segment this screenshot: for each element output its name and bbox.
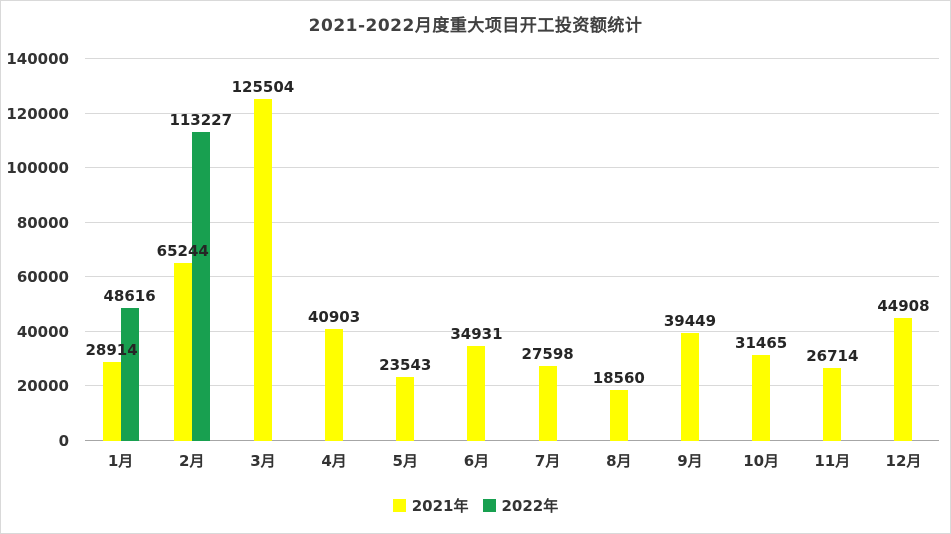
bar-2021年-3月: 125504: [232, 78, 294, 441]
x-tick-label-7月: 7月: [534, 452, 561, 470]
bar-2021年-7月: 27598: [522, 345, 574, 441]
bar-group-7月: 27598: [512, 59, 583, 441]
legend: 2021年 2022年: [1, 495, 950, 516]
bar-2021年-9月: 39449: [664, 312, 716, 441]
gridlines: [85, 58, 939, 441]
x-tick-label-8月: 8月: [606, 452, 632, 470]
bar-2021年-4月: 40903: [308, 308, 360, 441]
bar-value-label: 39449: [663, 312, 717, 331]
legend-swatch-2021年: [392, 499, 406, 512]
bar-2021年-12月: 44908: [877, 297, 930, 441]
bar-group-6月: 34931: [441, 59, 512, 441]
x-tick-label-11月: 11月: [814, 452, 851, 470]
x-tick-label-9月: 9月: [677, 452, 703, 470]
bar-2021年-5月: 23543: [379, 356, 431, 441]
y-tick-label: 80000: [16, 213, 69, 232]
legend-item-2021年: 2021年: [392, 495, 469, 516]
gridline: [85, 112, 939, 114]
y-tick-label: 140000: [6, 50, 69, 68]
bars-layer: 28914 48616 65244 113227 125504 40903 23543 349…: [85, 59, 939, 441]
bar-group-10月: 31465: [726, 59, 797, 441]
y-tick-label: 60000: [16, 268, 69, 287]
x-tick-label-1月: 1月: [107, 452, 134, 470]
chart-title: 2021-2022月度重大项目开工投资额统计: [308, 16, 643, 36]
bar-2021年-10月: 31465: [735, 334, 787, 441]
bar-value-label: 31465: [735, 334, 788, 353]
legend-swatch-2022年: [482, 499, 496, 512]
bar-value-label: 27598: [521, 344, 574, 363]
x-tick-label-6月: 6月: [463, 452, 490, 470]
gridline: [85, 58, 939, 59]
bar-group-12月: 44908: [868, 59, 939, 441]
bar-2021年-8月: 18560: [593, 369, 645, 441]
bar-group-5月: 23543: [370, 59, 441, 441]
bar-value-label: 28914: [85, 341, 138, 360]
bar-2021年-1月: 28914: [85, 341, 138, 441]
x-axis-line: [85, 440, 939, 441]
bar-group-8月: 18560: [583, 59, 654, 441]
bar-group-1月: 28914 48616: [85, 59, 156, 441]
plot-area: 28914 48616 65244 113227 125504 40903 23543 349…: [85, 58, 939, 441]
bar-2021年-6月: 34931: [450, 325, 503, 441]
x-tick-label-5月: 5月: [392, 452, 418, 470]
y-tick-label: 100000: [6, 159, 69, 178]
legend-item-2022年: 2022年: [482, 495, 559, 516]
gridline: [85, 276, 939, 278]
bar-2022年-2月: 113227: [169, 111, 232, 441]
x-axis-labels: 1月 2月 3月 4月 5月 6月 7月 8月 9月 10月 11月 12月: [85, 450, 939, 472]
bar-value-label: 65244: [156, 241, 209, 260]
y-tick-label: 20000: [16, 377, 69, 396]
bar-group-4月: 40903: [299, 59, 370, 441]
bar-value-label: 44908: [877, 297, 930, 316]
legend-label-2022年: 2022年: [501, 497, 559, 515]
bar-value-label: 113227: [169, 111, 233, 130]
gridline: [85, 167, 939, 169]
bar-value-label: 23543: [379, 355, 432, 374]
bar-group-2月: 65244 113227: [156, 59, 232, 441]
bar-group-9月: 39449: [654, 59, 725, 441]
y-tick-label: 40000: [16, 322, 69, 341]
gridline: [85, 221, 939, 223]
bar-value-label: 125504: [231, 77, 295, 96]
x-tick-label-10月: 10月: [743, 452, 780, 470]
y-tick-label: 120000: [6, 104, 69, 123]
bar-value-label: 34931: [450, 324, 503, 343]
bar-group-11月: 26714: [797, 59, 868, 441]
bar-2022年-1月: 48616: [103, 287, 156, 441]
y-tick-label: 0: [58, 432, 69, 450]
x-tick-label-2月: 2月: [179, 452, 205, 470]
x-tick-label-3月: 3月: [250, 452, 276, 470]
bar-value-label: 48616: [103, 287, 156, 306]
gridline: [85, 385, 939, 387]
bar-value-label: 40903: [308, 308, 361, 327]
x-tick-label-12月: 12月: [885, 452, 922, 470]
legend-label-2021年: 2021年: [411, 497, 469, 515]
bar-group-3月: 125504: [227, 59, 298, 441]
bar-2021年-11月: 26714: [806, 347, 858, 441]
y-axis-labels: 0 20000 40000 60000 80000 100000 120000 140000: [1, 50, 75, 450]
bar-value-label: 18560: [592, 369, 645, 388]
x-tick-label-4月: 4月: [321, 452, 347, 470]
gridline: [85, 330, 939, 332]
bar-2021年-2月: 65244: [157, 242, 209, 441]
bar-value-label: 26714: [806, 347, 859, 366]
